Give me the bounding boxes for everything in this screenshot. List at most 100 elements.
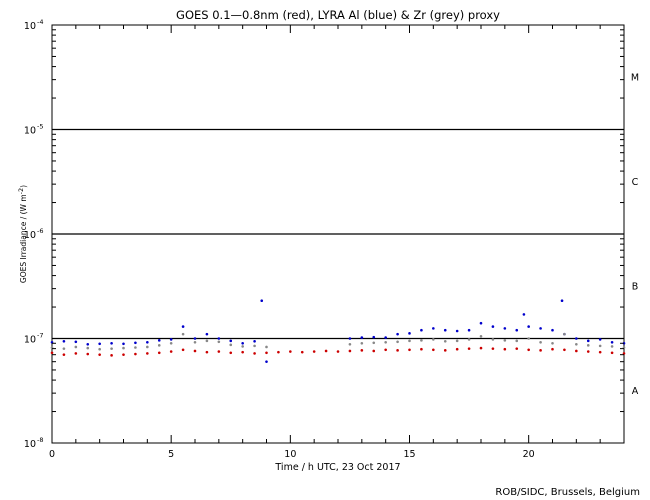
series-0-point-30: [408, 348, 411, 352]
series-2-point-23: [396, 340, 399, 344]
series-2-point-37: [563, 332, 566, 336]
series-2-point-33: [515, 339, 519, 343]
series-0-point-9: [157, 351, 161, 355]
series-0-point-38: [503, 347, 507, 351]
series-1-point-20: [348, 337, 352, 340]
series-1-point-37: [539, 327, 542, 330]
series-0-point-33: [443, 349, 447, 352]
series-0-point-6: [122, 353, 125, 356]
x-tick-label-5: 5: [168, 449, 174, 460]
series-0-point-21: [300, 350, 304, 354]
y-axis: 10-410-510-610-710-8: [24, 18, 624, 450]
series-1-point-4: [98, 342, 101, 346]
series-1-point-18: [260, 299, 264, 302]
series-1-point-39: [560, 299, 564, 302]
series-1-point-17: [253, 340, 256, 343]
series-1-point-6: [122, 342, 125, 346]
series-1-point-31: [479, 321, 483, 325]
series-1-point-1: [62, 340, 66, 343]
series-2-point-36: [551, 341, 554, 345]
series-1-point-42: [586, 339, 590, 343]
series-0-point-45: [586, 350, 590, 353]
series-2-point-28: [455, 339, 459, 343]
series-1-point-3: [86, 343, 90, 346]
series-1-point-41: [575, 337, 578, 340]
series-0-point-26: [360, 349, 364, 352]
y-tick-label-1: 10: [24, 126, 36, 137]
series-2-point-24: [408, 339, 411, 343]
series-2-point-3: [86, 346, 90, 350]
flare-class-label-B: B: [632, 282, 639, 293]
y-axis-label-exponent: -2: [17, 188, 25, 194]
flare-class-label-M: M: [631, 73, 639, 84]
x-axis: 0 5 10 15 20: [49, 25, 625, 460]
data-series-layer: [50, 299, 626, 363]
series-0-point-5: [110, 354, 113, 357]
series-1-point-44: [610, 340, 614, 344]
series-2-point-6: [122, 346, 125, 350]
x-tick-label-20: 20: [523, 449, 535, 460]
x-tick-label-15: 15: [403, 449, 415, 460]
series-1-point-35: [522, 313, 526, 316]
series-0-point-37: [491, 347, 495, 350]
x-tick-label-10: 10: [284, 449, 296, 460]
y-tick-exponent-3: -7: [37, 332, 43, 340]
series-1-point-13: [205, 332, 209, 336]
series-1-point-22: [372, 335, 376, 339]
series-0-point-44: [575, 349, 578, 353]
series-2-point-1: [62, 347, 66, 350]
y-tick-label-3: 10: [24, 335, 36, 346]
series-2-point-27: [443, 340, 447, 343]
series-1-point-9: [157, 339, 161, 342]
credit-text: ROB/SIDC, Brussels, Belgium: [495, 487, 640, 498]
series-1-point-36: [527, 325, 530, 328]
series-0-point-35: [467, 347, 471, 350]
series-1-point-14: [217, 337, 221, 340]
series-2-point-18: [265, 345, 268, 349]
series-1-point-33: [503, 327, 507, 330]
series-1-point-2: [74, 340, 78, 344]
y-axis-label-main: GOES Irradiance / (W m: [19, 194, 28, 283]
series-0-point-7: [134, 352, 137, 356]
series-2-point-9: [157, 344, 161, 347]
series-2-point-38: [575, 343, 578, 346]
series-2-point-12: [193, 340, 197, 344]
series-1-point-7: [134, 341, 137, 345]
chart-title: GOES 0.1—0.8nm (red), LYRA Al (blue) & Z…: [176, 8, 500, 22]
series-1-point-11: [181, 325, 185, 328]
series-1-point-30: [467, 328, 471, 332]
series-2-point-29: [467, 338, 471, 341]
series-2-point-7: [134, 346, 137, 349]
series-0-point-15: [229, 351, 233, 355]
x-tick-label-0: 0: [49, 449, 55, 460]
series-0-point-31: [420, 347, 423, 351]
series-2: [50, 332, 626, 351]
series-2-point-25: [420, 339, 423, 342]
series-0-point-2: [74, 352, 78, 355]
series-2-point-17: [253, 344, 256, 348]
series-1-point-24: [396, 332, 399, 336]
series-0-point-28: [384, 348, 387, 352]
series-2-point-5: [110, 347, 113, 350]
series-0-point-46: [598, 350, 602, 354]
flare-class-label-A: A: [632, 386, 639, 397]
series-2-point-32: [503, 339, 507, 342]
series-1-point-19: [265, 360, 268, 363]
series-2-point-2: [74, 345, 78, 349]
series-1-point-16: [241, 341, 244, 345]
series-2-point-14: [217, 340, 221, 344]
series-1-point-26: [420, 328, 423, 332]
series-2-point-20: [360, 341, 364, 345]
series-1-point-5: [110, 341, 113, 345]
series-2-point-26: [432, 338, 435, 341]
series-0-point-23: [324, 349, 328, 353]
series-2-point-40: [598, 344, 602, 348]
series-0-point-17: [253, 352, 256, 355]
series-1-point-23: [384, 336, 387, 339]
series-1-point-8: [146, 340, 149, 344]
series-0-point-40: [527, 348, 530, 352]
series-2-point-21: [372, 341, 376, 345]
series-0-point-3: [86, 352, 90, 356]
series-1: [50, 299, 626, 363]
